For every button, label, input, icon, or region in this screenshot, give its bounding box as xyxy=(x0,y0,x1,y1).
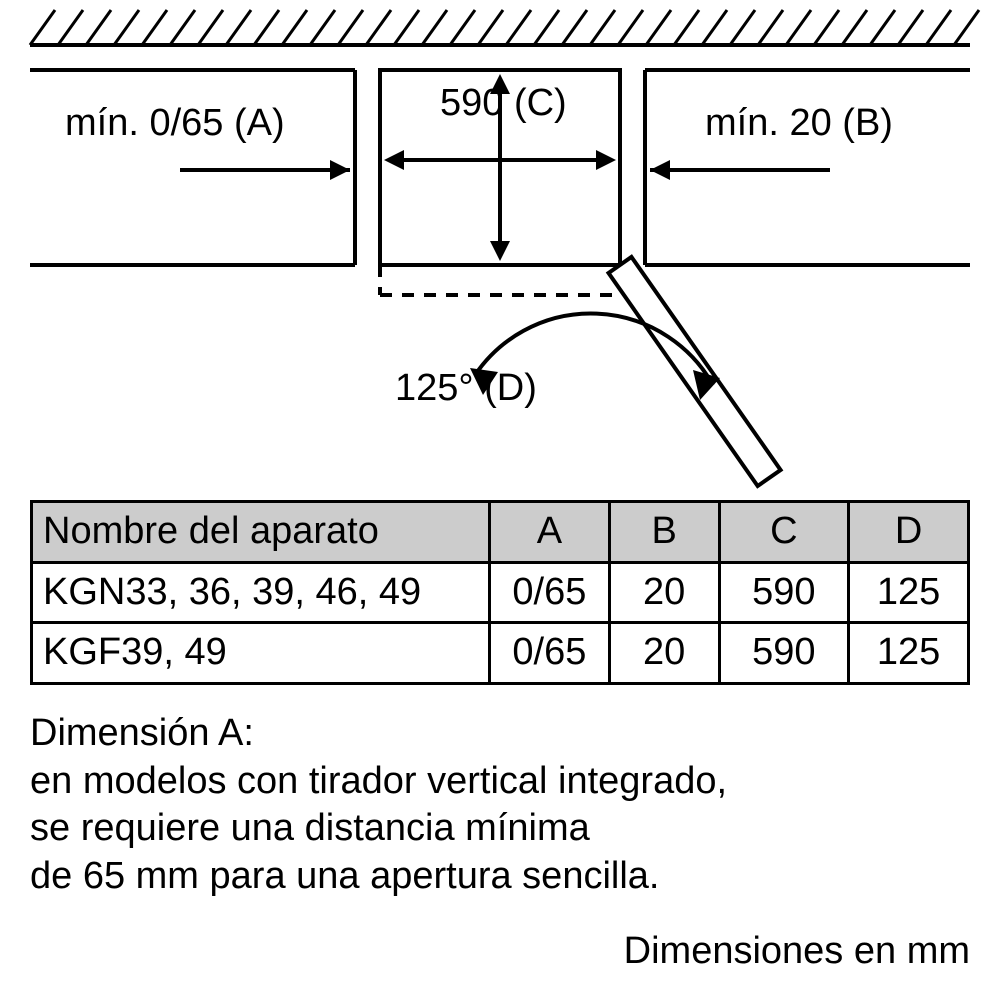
label-angle-d: 125° (D) xyxy=(395,367,537,409)
cell-a: 0/65 xyxy=(489,623,609,684)
cell-c: 590 xyxy=(719,562,849,623)
cell-b: 20 xyxy=(609,623,719,684)
table-header-row: Nombre del aparato A B C D xyxy=(32,502,969,563)
col-header-d: D xyxy=(849,502,969,563)
cell-name: KGF39, 49 xyxy=(32,623,490,684)
footnote-line: de 65 mm para una apertura sencilla. xyxy=(30,855,659,897)
footnote-title: Dimensión A: xyxy=(30,712,254,754)
cell-b: 20 xyxy=(609,562,719,623)
col-header-b: B xyxy=(609,502,719,563)
footnote-line: en modelos con tirador vertical integrad… xyxy=(30,760,727,802)
footnote: Dimensión A: en modelos con tirador vert… xyxy=(30,710,970,900)
col-header-c: C xyxy=(719,502,849,563)
units-label: Dimensiones en mm xyxy=(624,930,970,973)
table-row: KGN33, 36, 39, 46, 49 0/65 20 590 125 xyxy=(32,562,969,623)
footnote-line: se requiere una distancia mínima xyxy=(30,807,590,849)
installation-diagram: mín. 0/65 (A) 590 (C) mín. 20 (B) 125° (… xyxy=(0,0,1000,500)
cell-name: KGN33, 36, 39, 46, 49 xyxy=(32,562,490,623)
label-clearance-a: mín. 0/65 (A) xyxy=(65,102,285,144)
label-clearance-b: mín. 20 (B) xyxy=(705,102,893,144)
table-row: KGF39, 49 0/65 20 590 125 xyxy=(32,623,969,684)
cell-d: 125 xyxy=(849,623,969,684)
dimensions-table: Nombre del aparato A B C D KGN33, 36, 39… xyxy=(30,500,970,685)
cell-d: 125 xyxy=(849,562,969,623)
col-header-a: A xyxy=(489,502,609,563)
cell-c: 590 xyxy=(719,623,849,684)
cell-a: 0/65 xyxy=(489,562,609,623)
label-width-c: 590 (C) xyxy=(440,82,567,124)
col-header-name: Nombre del aparato xyxy=(32,502,490,563)
